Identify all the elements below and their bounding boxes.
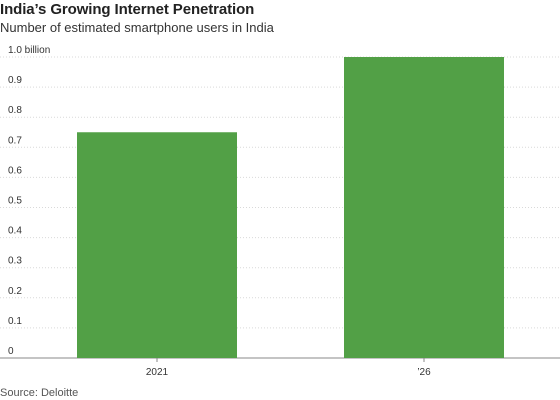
x-axis-tick-labels: 2021 ’26 [146, 358, 431, 378]
y-tick-label: 0.9 [8, 75, 22, 86]
y-tick-label: 1.0 billion [8, 45, 50, 56]
y-tick-label: 0.7 [8, 135, 22, 146]
y-tick-label: 0.2 [8, 286, 22, 297]
bar-1 [344, 57, 504, 358]
y-tick-label: 0.1 [8, 316, 22, 327]
chart-title: India’s Growing Internet Penetration [0, 1, 255, 18]
source-note: Source: Deloitte [0, 387, 79, 399]
y-tick-label: 0.8 [8, 105, 22, 116]
y-tick-label: 0 [8, 346, 14, 357]
y-tick-label: 0.6 [8, 165, 22, 176]
x-tick-label: ’26 [417, 367, 431, 378]
y-tick-label: 0.3 [8, 256, 22, 267]
bars [77, 57, 504, 358]
y-tick-label: 0.5 [8, 196, 22, 207]
y-tick-label: 0.4 [8, 226, 22, 237]
chart-subtitle: Number of estimated smartphone users in … [0, 20, 274, 35]
y-axis-tick-labels: 0 0.1 0.2 0.3 0.4 0.5 0.6 0.7 0.8 0.9 1.0 billion [8, 45, 50, 357]
bar-0 [77, 132, 237, 358]
x-tick-label: 2021 [146, 367, 169, 378]
